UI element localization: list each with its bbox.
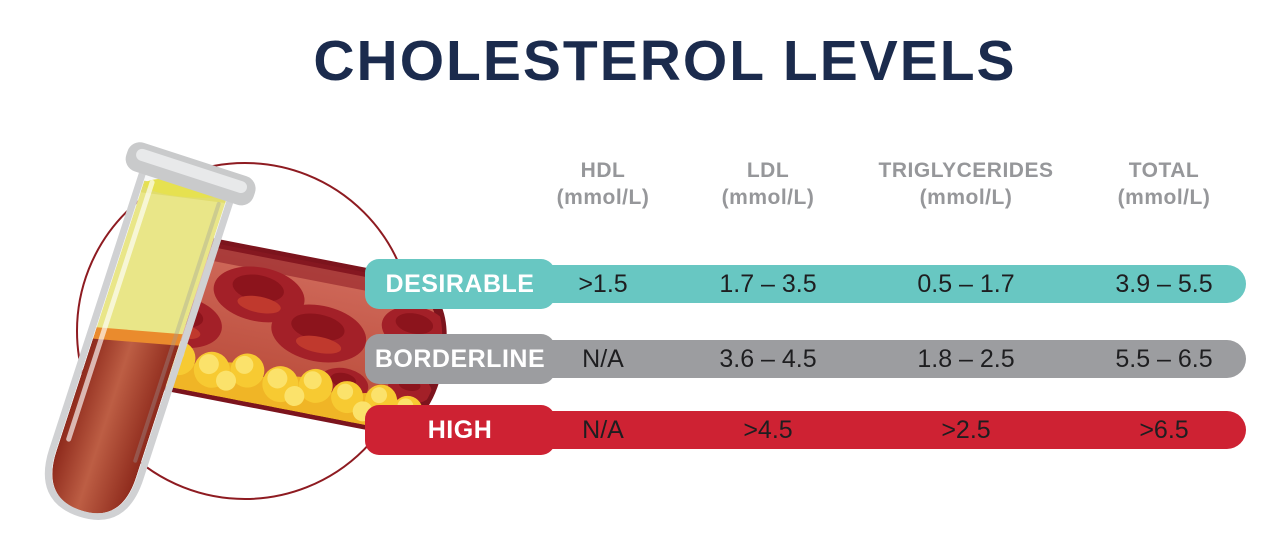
row-bar-borderline	[420, 340, 1246, 378]
row-label-desirable: DESIRABLE	[365, 259, 555, 309]
cell-borderline-triglycerides: 1.8 – 2.5	[917, 345, 1015, 373]
blood-test-tube-icon	[44, 142, 256, 520]
cell-high-hdl: N/A	[582, 416, 624, 444]
cell-high-ldl: >4.5	[743, 416, 793, 444]
cell-borderline-ldl: 3.6 – 4.5	[719, 345, 817, 373]
column-label: TOTAL	[1128, 159, 1200, 182]
column-unit: (mmol/L)	[919, 186, 1013, 209]
row-label-borderline: BORDERLINE	[365, 334, 555, 384]
column-label: HDL	[580, 159, 626, 182]
cell-high-total: >6.5	[1139, 416, 1189, 444]
column-unit: (mmol/L)	[556, 186, 650, 209]
column-header-total: TOTAL (mmol/L)	[1054, 157, 1274, 211]
cell-desirable-hdl: >1.5	[578, 270, 628, 298]
cell-desirable-ldl: 1.7 – 3.5	[719, 270, 817, 298]
column-header-triglycerides: TRIGLYCERIDES (mmol/L)	[856, 157, 1076, 211]
column-unit: (mmol/L)	[721, 186, 815, 209]
cell-high-triglycerides: >2.5	[941, 416, 991, 444]
row-bar-desirable	[420, 265, 1246, 303]
cell-desirable-triglycerides: 0.5 – 1.7	[917, 270, 1015, 298]
cell-borderline-total: 5.5 – 6.5	[1115, 345, 1213, 373]
column-header-hdl: HDL (mmol/L)	[493, 157, 713, 211]
cell-borderline-hdl: N/A	[582, 345, 624, 373]
column-unit: (mmol/L)	[1117, 186, 1211, 209]
row-bar-high	[420, 411, 1246, 449]
page-title: CHOLESTEROL LEVELS	[313, 29, 1017, 93]
row-label-high: HIGH	[365, 405, 555, 455]
column-label: TRIGLYCERIDES	[878, 159, 1054, 182]
column-label: LDL	[746, 159, 790, 182]
cell-desirable-total: 3.9 – 5.5	[1115, 270, 1213, 298]
column-header-ldl: LDL (mmol/L)	[658, 157, 878, 211]
